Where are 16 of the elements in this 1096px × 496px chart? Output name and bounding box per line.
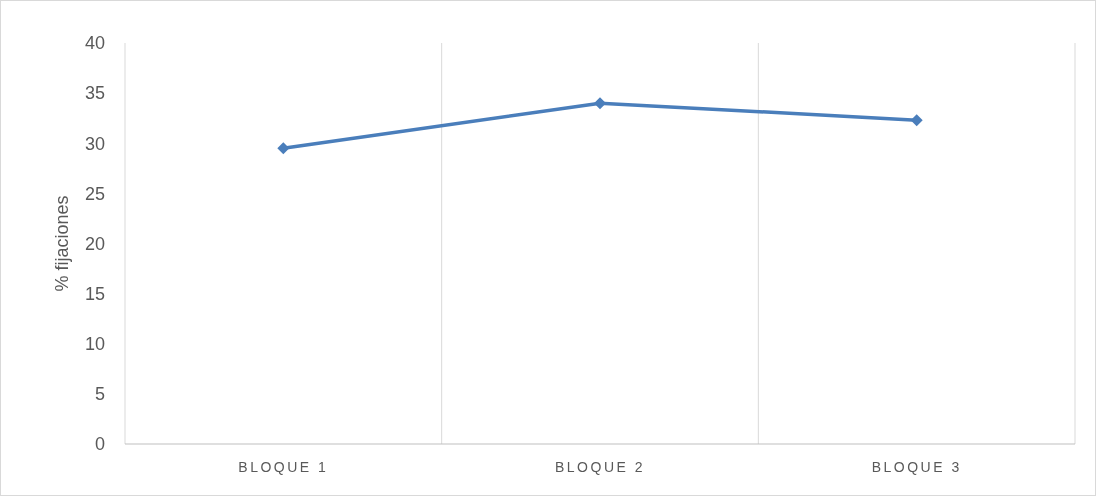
y-axis-title: % fijaciones [52,195,72,292]
y-tick-label: 35 [84,83,105,104]
x-tick-label: BLOQUE 1 [238,459,329,475]
y-tick-label: 40 [84,33,105,54]
y-tick-label: 25 [84,183,105,204]
y-tick-label: 15 [84,283,105,304]
point [277,142,290,155]
y-tick-label: 20 [84,233,105,254]
y-tick-label: 30 [84,133,105,154]
x-tick-label: BLOQUE 3 [871,459,962,475]
y-tick-label: 5 [94,384,105,405]
point [594,97,606,110]
x-tick-label: BLOQUE 2 [554,459,646,475]
y-tick-label: 0 [94,434,105,455]
y-tick-label: 10 [84,334,105,355]
point [910,114,923,127]
